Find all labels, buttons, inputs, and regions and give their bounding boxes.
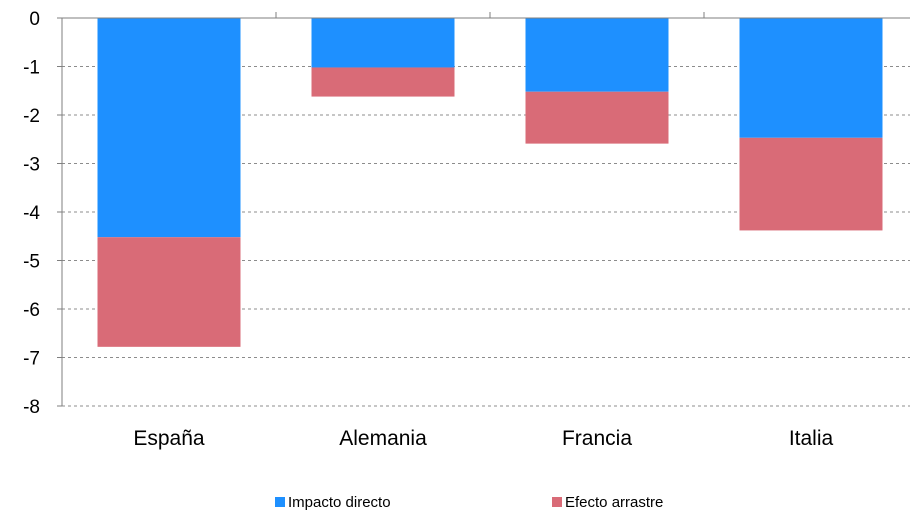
legend-label: Efecto arrastre [565,494,663,511]
category-label: Francia [562,427,632,450]
category-label: Italia [789,427,834,450]
y-tick-label: -5 [23,252,40,273]
category-label: Alemania [339,427,427,450]
bar-efecto-arrastre [525,91,669,144]
legend-swatch [275,497,285,507]
y-tick-label: -3 [23,155,40,176]
y-tick-label: 0 [29,9,40,30]
y-tick-label: -1 [23,58,40,79]
bar-impacto-directo [311,18,455,68]
bar-impacto-directo [97,18,241,238]
y-tick-labels: 0 -1 -2 -3 -4 -5 -6 -7 -8 [23,9,40,418]
legend: Impacto directo Efecto arrastre [275,494,663,511]
bar-efecto-arrastre [97,237,241,347]
bars [97,18,883,347]
category-label: España [133,427,205,450]
bar-impacto-directo [525,18,669,92]
y-tick-label: -8 [23,397,40,418]
legend-swatch [552,497,562,507]
axes [57,12,910,407]
y-tick-label: -2 [23,106,40,127]
legend-label: Impacto directo [288,494,391,511]
bar-efecto-arrastre [311,67,455,97]
bar-impacto-directo [739,18,883,138]
y-tick-label: -7 [23,349,40,370]
category-labels: España Alemania Francia Italia [133,427,833,450]
y-tick-label: -4 [23,203,40,224]
y-tick-label: -6 [23,300,40,321]
bar-efecto-arrastre [739,137,883,231]
